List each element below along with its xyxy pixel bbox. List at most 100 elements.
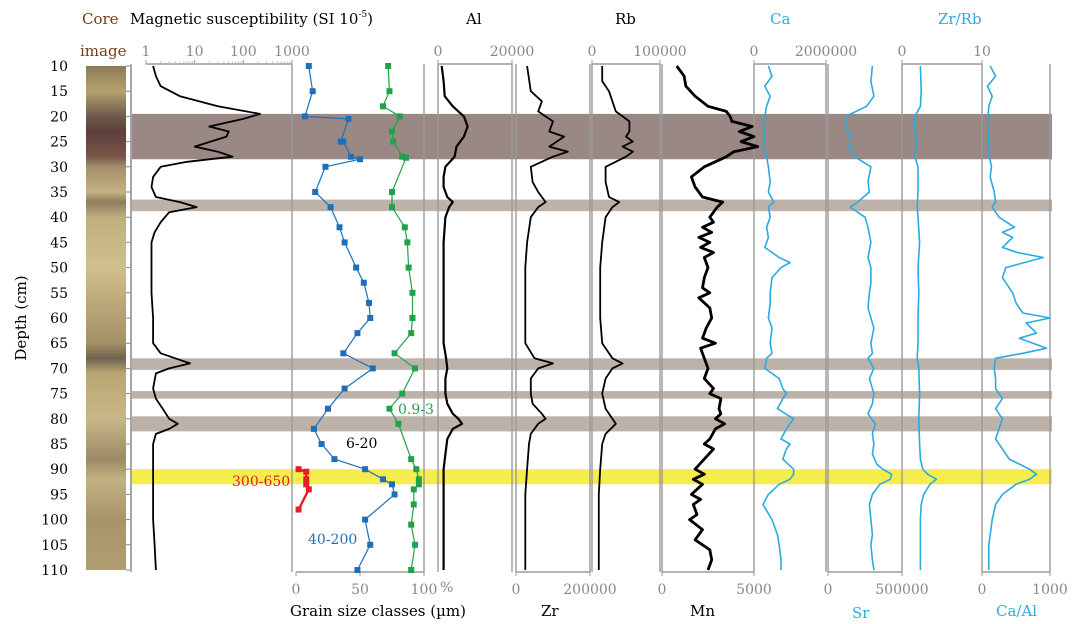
grain-series-0-9-3-point-24 <box>415 481 422 488</box>
grain-series-6-20-point-10 <box>327 204 334 211</box>
grain-series-0-9-3-point-11 <box>404 239 411 246</box>
caal-tick-label-1: 1000 <box>1032 582 1068 598</box>
magsus-header-exp: -5 <box>358 10 367 20</box>
caal-tick-label-0: 0 <box>978 582 987 598</box>
grain-series-6-20-point-22 <box>310 425 317 432</box>
grain-series-0-9-3-point-29 <box>408 567 415 573</box>
grain-series-0-9-3-point-1 <box>386 88 393 95</box>
zrrb-series-line <box>914 65 938 570</box>
depth-tick-label-50: 50 <box>50 261 68 277</box>
zrrb-tick-label-1: 10 <box>973 44 991 60</box>
sr-tick-label-1: 500000 <box>875 582 928 598</box>
core-header: Core <box>82 10 119 28</box>
zr-axis-label: Zr <box>541 602 559 620</box>
zr-series-line <box>524 65 569 570</box>
caal-axis-label: Ca/Al <box>996 602 1037 620</box>
grain-series-6-20-point-25 <box>362 466 369 473</box>
grain-series-300-650-point-5 <box>295 506 302 513</box>
magsus-header: Magnetic susceptibility (SI 10-5) <box>130 10 373 28</box>
grain-tick-label-0: 0 <box>292 582 301 598</box>
grain-series-0-9-3-point-13 <box>409 289 416 296</box>
grain-series-0-9-3-point-23 <box>415 476 422 483</box>
depth-tick-label-80: 80 <box>50 412 68 428</box>
grain-series-6-20-point-12 <box>341 239 348 246</box>
depth-axis-label: Depth (cm) <box>12 275 30 360</box>
magsus-tick-label-3: 1000 <box>274 44 310 60</box>
grain-axis-label: Grain size classes (µm) <box>290 602 466 620</box>
grain-series-0-9-3-point-2 <box>380 103 387 110</box>
grain-series-0-9-3-point-9 <box>389 204 395 211</box>
grain-series-0-9-3-point-5 <box>390 138 397 145</box>
magsus-series-line <box>150 65 261 571</box>
zrrb-tick-label-0: 0 <box>898 44 907 60</box>
grain-series-0-9-3-point-3 <box>396 113 403 120</box>
annotation-0-9-3: 0.9-3 <box>398 402 434 418</box>
grain-series-6-20-point-1 <box>309 88 316 95</box>
grain-series-6-20-point-31 <box>354 567 361 573</box>
caal-series-line <box>986 65 1051 570</box>
grain-series-6-20-point-2 <box>301 113 308 120</box>
grain-series-6-20-point-30 <box>367 541 374 548</box>
grain-series-6-20-point-7 <box>357 156 363 163</box>
grain-series-0-9-3-point-21 <box>408 456 415 463</box>
grain-series-0-9-3-point-27 <box>408 521 415 528</box>
grain-series-6-20-point-9 <box>312 189 319 195</box>
depth-tick-label-20: 20 <box>50 109 68 125</box>
grain-series-0-9-3-point-4 <box>389 128 395 135</box>
depth-tick-label-60: 60 <box>50 311 68 327</box>
depth-tick-label-15: 15 <box>50 84 68 100</box>
depth-tick-label-35: 35 <box>50 185 68 201</box>
ca-tick-label-1: 2000000 <box>795 44 857 60</box>
grain-series-0-9-3-point-7 <box>403 154 410 161</box>
grain-series-6-20-point-17 <box>354 330 361 337</box>
depth-tick-label-45: 45 <box>50 235 68 251</box>
magsus-tick-label-0: 1 <box>142 44 151 60</box>
depth-tick-label-90: 90 <box>50 462 68 478</box>
grain-series-0-9-3-point-19 <box>386 405 393 412</box>
magsus-tick-label-1: 10 <box>186 44 204 60</box>
depth-tick-label-10: 10 <box>50 59 68 75</box>
grain-series-6-20-point-29 <box>362 516 369 523</box>
sr-tick-label-0: 0 <box>824 582 833 598</box>
grain-series-0-9-3-point-17 <box>412 365 419 372</box>
magsus-tick-label-2: 100 <box>230 44 257 60</box>
al-label: Al <box>465 10 482 28</box>
grain-tick-label-1: 50 <box>351 582 369 598</box>
image-header: image <box>80 42 127 60</box>
grain-series-6-20-point-20 <box>341 385 348 392</box>
grain-series-300-650-point-1 <box>303 468 310 475</box>
al-tick-label-0: 0 <box>434 44 443 60</box>
mn-series-line <box>675 65 760 571</box>
grain-series-6-20-point-19 <box>369 365 376 372</box>
grain-series-0-9-3-point-10 <box>401 224 408 231</box>
annotation-300-650: 300-650 <box>232 474 290 490</box>
grain-series-6-20-point-27 <box>389 481 395 488</box>
grain-series-6-20-point-3 <box>345 115 352 122</box>
grain-series-0-9-3-point-28 <box>412 541 419 548</box>
grain-series-6-20-point-18 <box>340 350 347 357</box>
depth-tick-label-30: 30 <box>50 160 68 176</box>
grain-series-0-9-3-point-20 <box>395 420 402 427</box>
depth-tick-label-105: 105 <box>41 538 68 554</box>
depth-tick-label-110: 110 <box>41 563 68 579</box>
depth-tick-label-100: 100 <box>41 513 68 529</box>
grain-tick-label-2: 100 <box>411 582 438 598</box>
grain-series-300-650-point-4 <box>305 486 312 493</box>
grain-series-300-650-point-0 <box>295 466 302 473</box>
mn-tick-label-1: 5000 <box>736 582 772 598</box>
grain-series-6-20-point-6 <box>348 153 355 160</box>
grain-series-0-9-3-point-12 <box>405 264 412 271</box>
grain-series-6-20-point-13 <box>353 264 360 271</box>
rb-tick-label-0: 0 <box>588 44 597 60</box>
grain-series-6-20-point-23 <box>318 441 325 447</box>
ca-tick-label-0: 0 <box>750 44 759 60</box>
grain-series-0-9-3-point-6 <box>399 153 406 160</box>
grain-series-0-9-3-point-18 <box>399 390 406 397</box>
zrrb-label: Zr/Rb <box>938 10 982 28</box>
percent-unit: % <box>440 580 453 596</box>
grain-series-6-20-point-15 <box>365 299 372 306</box>
grain-series-0-9-3-point-26 <box>410 501 417 508</box>
grain-series-0-9-3-point-8 <box>389 189 395 195</box>
al-tick-label-1: 20000 <box>490 44 535 60</box>
